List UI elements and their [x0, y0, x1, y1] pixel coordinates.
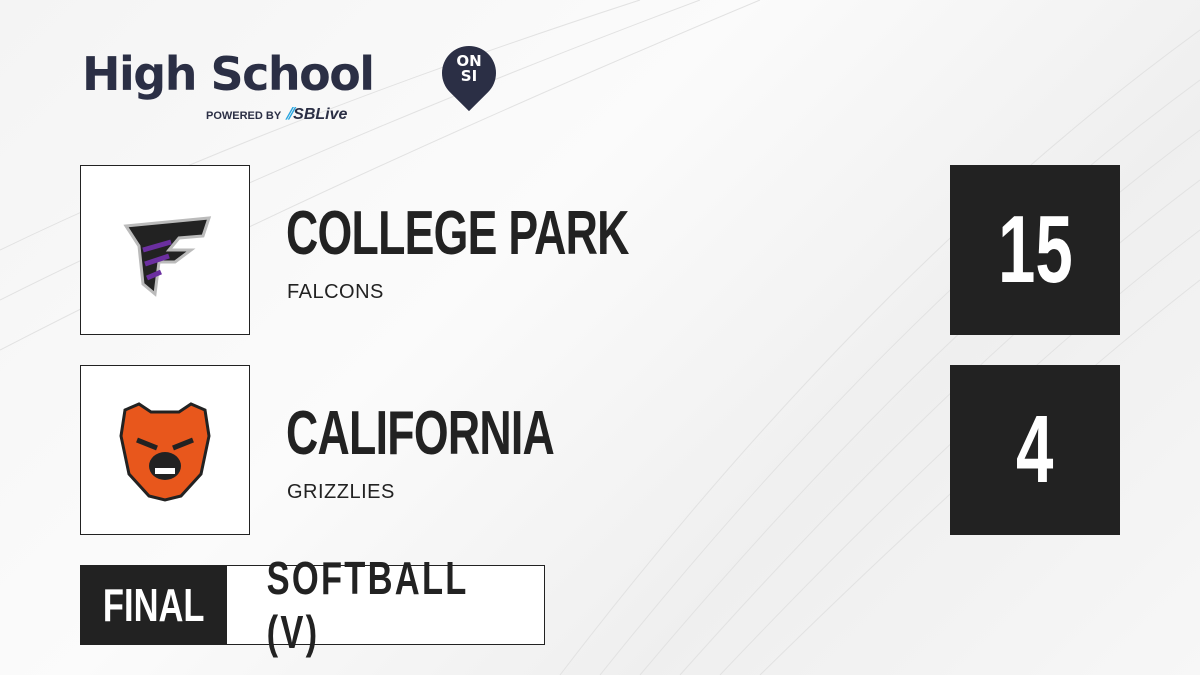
- brand-logo: High School: [82, 44, 375, 104]
- team-mascot: GRIZZLIES: [287, 481, 395, 503]
- sport-text: SOFTBALL (V): [266, 552, 468, 658]
- team-logo-california: [80, 365, 250, 535]
- falcon-logo-icon: [123, 216, 212, 297]
- game-status-bar: FINAL SOFTBALL (V): [80, 552, 545, 658]
- team-name: CALIFORNIA: [286, 399, 555, 468]
- team-logo-college-park: [80, 165, 250, 335]
- sblive-logo: ⫽SBLive: [286, 106, 348, 123]
- on-si-badge: ON SI: [449, 54, 489, 84]
- team-mascot: FALCONS: [287, 281, 384, 303]
- team-name: COLLEGE PARK: [286, 199, 629, 268]
- badge-line2: SI: [460, 67, 478, 85]
- powered-by: POWERED BY: [206, 110, 282, 122]
- score-value: 4: [1016, 396, 1054, 503]
- team-score: 4: [950, 365, 1120, 535]
- partner-name: SBLive: [293, 106, 348, 123]
- score-value: 15: [997, 196, 1073, 303]
- team-score: 15: [950, 165, 1120, 335]
- status-label: FINAL: [103, 579, 205, 631]
- sport-label: SOFTBALL (V): [227, 552, 544, 658]
- brand-title: High School: [82, 47, 375, 101]
- badge-line1: ON: [456, 52, 482, 70]
- final-badge: FINAL: [81, 566, 227, 644]
- grizzly-logo-icon: [119, 402, 211, 502]
